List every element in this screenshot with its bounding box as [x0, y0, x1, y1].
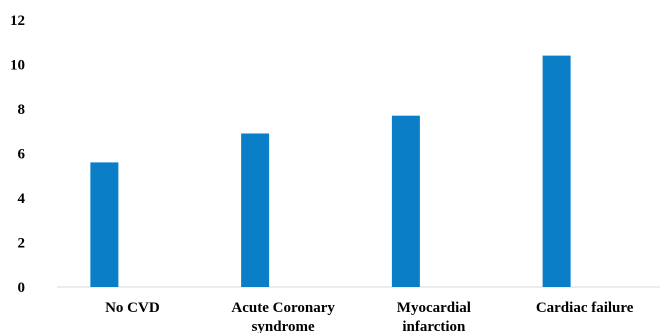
x-axis-labels: No CVD Acute Coronary syndrome Myocardial in… [105, 300, 634, 333]
y-tick-label: 12 [10, 13, 25, 29]
bar [90, 162, 119, 287]
y-tick-label: 4 [18, 191, 26, 207]
bar [542, 55, 571, 287]
y-tick-label: 8 [18, 102, 26, 118]
bar [391, 115, 420, 287]
x-tick-label: No CVD [105, 300, 160, 316]
x-tick-label: Acute Coronary syndrome [231, 300, 335, 333]
y-axis-ticks: 0 2 4 6 8 10 12 [10, 13, 26, 296]
y-tick-label: 0 [18, 280, 26, 296]
bar [241, 133, 270, 287]
y-tick-label: 2 [18, 236, 26, 252]
x-tick-label: Cardiac failure [536, 300, 634, 316]
y-tick-label: 6 [18, 147, 26, 163]
x-tick-label: Myocardial infarction [397, 300, 471, 333]
y-tick-label: 10 [10, 58, 25, 74]
bars [90, 55, 571, 287]
